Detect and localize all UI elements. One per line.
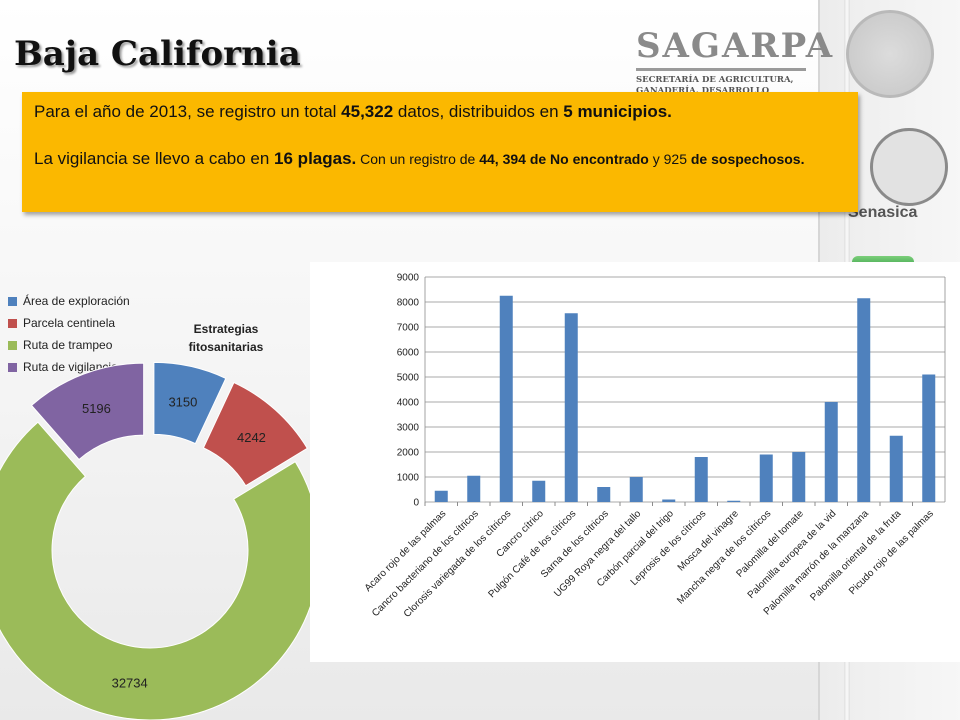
donut-slice [202, 381, 308, 487]
summary-line-2: La vigilancia se llevo a cabo en 16 plag… [34, 149, 805, 168]
bar-chart-panel [310, 262, 960, 662]
mexico-seal-icon [846, 10, 934, 98]
y-tick-label: 6000 [397, 348, 420, 359]
donut-value-label: 4242 [237, 430, 266, 445]
y-tick-label: 8000 [397, 298, 420, 309]
donut-value-label: 3150 [168, 395, 197, 410]
bar [922, 374, 936, 502]
y-tick-label: 2000 [397, 448, 420, 459]
sagarpa-logo: SAGARPA SECRETARÍA DE AGRICULTURA, GANAD… [636, 26, 835, 108]
bar [792, 452, 806, 502]
bar [532, 480, 546, 502]
bar [759, 454, 773, 502]
donut-chart: 3150 4242 32734 5196 [0, 361, 310, 720]
y-tick-label: 5000 [397, 373, 420, 384]
legend-item: Parcela centinela [0, 312, 150, 334]
senasica-logo: Senasica [848, 204, 918, 221]
donut-title: Estrategias fitosanitarias [188, 322, 264, 354]
senasica-seal-icon [870, 128, 948, 206]
donut-slice [0, 421, 310, 720]
summary-box: Para el año de 2013, se registro un tota… [22, 92, 858, 212]
donut-value-label: 5196 [82, 401, 111, 416]
bar [727, 500, 741, 502]
sagarpa-logo-sub1: SECRETARÍA DE AGRICULTURA, [636, 75, 794, 85]
donut-legend: Área de exploración Parcela centinela Ru… [0, 290, 150, 378]
bar [467, 475, 481, 502]
y-tick-label: 0 [413, 498, 419, 509]
y-tick-label: 1000 [397, 473, 420, 484]
legend-item: Ruta de trampeo [0, 334, 150, 356]
y-tick-label: 7000 [397, 323, 420, 334]
bar [694, 457, 708, 502]
summary-line-1: Para el año de 2013, se registro un tota… [34, 102, 672, 121]
sagarpa-logo-name: SAGARPA [636, 26, 835, 66]
bar [434, 490, 448, 502]
x-tick-label: Mosca del vinagre [676, 508, 741, 573]
donut-slice [30, 362, 145, 461]
bar [499, 295, 513, 502]
legend-item: Área de exploración [0, 290, 150, 312]
bar [629, 477, 643, 502]
slide-title: Baja California [14, 34, 301, 74]
bar [824, 402, 838, 502]
bar-chart: 0100020003000400050006000700080009000Aca… [363, 273, 946, 620]
y-tick-label: 9000 [397, 273, 420, 284]
bar [564, 313, 578, 502]
donut-slice [153, 361, 227, 445]
donut-value-label: 32734 [112, 675, 148, 690]
bar [662, 499, 676, 502]
bar [597, 487, 611, 502]
bar [857, 298, 871, 502]
y-tick-label: 4000 [397, 398, 420, 409]
y-tick-label: 3000 [397, 423, 420, 434]
bar [889, 435, 903, 502]
